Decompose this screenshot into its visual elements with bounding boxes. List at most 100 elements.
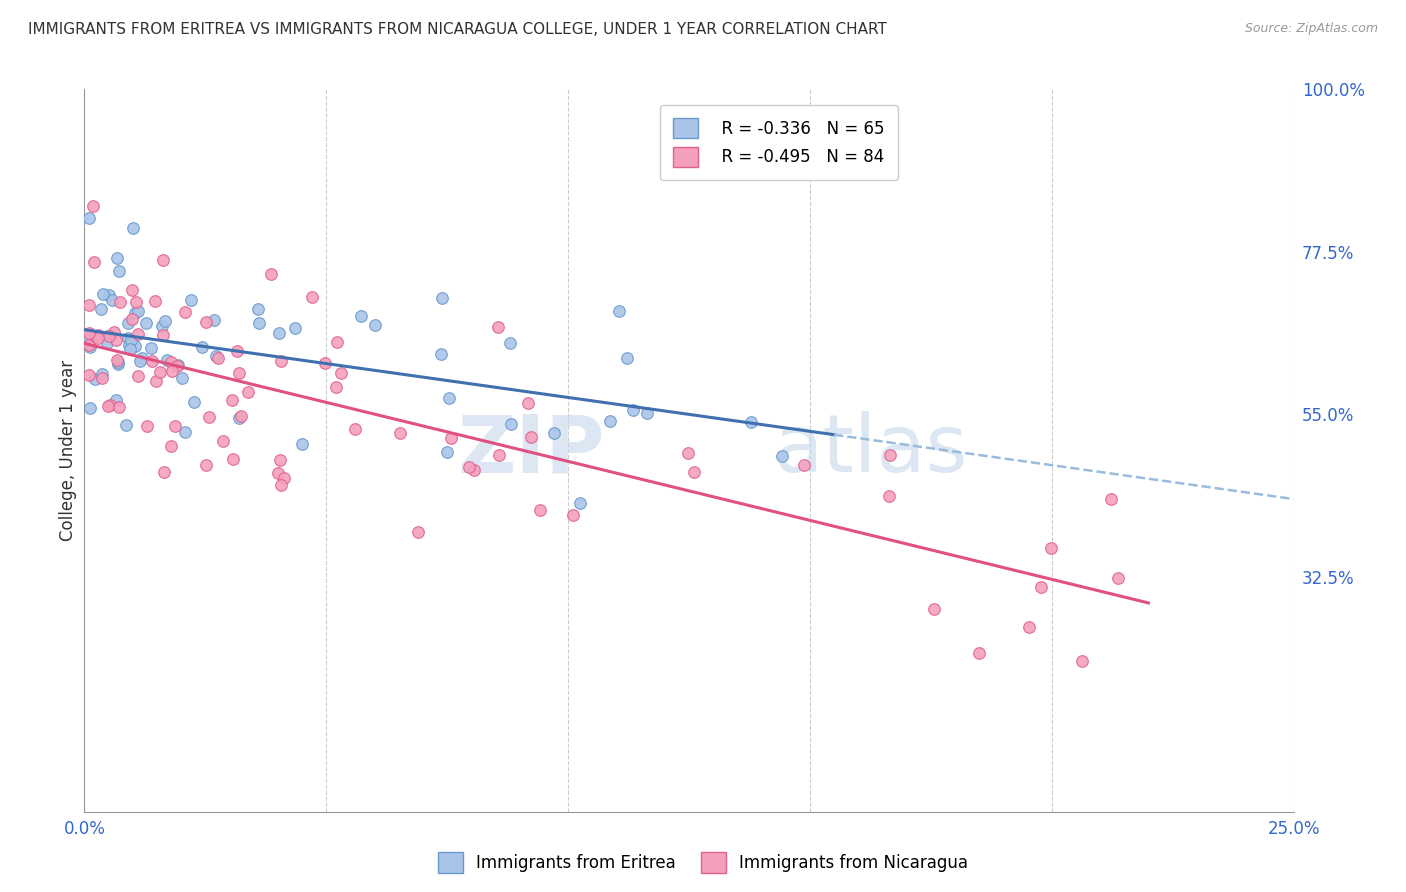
Point: [191, 340, 214, 354]
Point: [247, 301, 270, 316]
Point: [91, 370, 114, 384]
Point: [486, 319, 509, 334]
Point: [562, 508, 585, 523]
Point: [117, 331, 139, 345]
Point: [389, 426, 412, 441]
Point: [127, 369, 149, 384]
Legend:   R = -0.336   N = 65,   R = -0.495   N = 84: R = -0.336 N = 65, R = -0.495 N = 84: [659, 104, 898, 180]
Point: [121, 283, 143, 297]
Point: [621, 403, 644, 417]
Point: [568, 495, 591, 509]
Point: [105, 353, 128, 368]
Point: [1040, 541, 1063, 555]
Point: [129, 354, 152, 368]
Point: [127, 327, 149, 342]
Point: [152, 327, 174, 342]
Point: [273, 470, 295, 484]
Point: [120, 333, 142, 347]
Point: [212, 434, 235, 448]
Point: [118, 338, 141, 352]
Point: [325, 380, 347, 394]
Point: [108, 295, 131, 310]
Point: [922, 601, 945, 615]
Point: [195, 458, 218, 472]
Point: [636, 406, 658, 420]
Point: [108, 400, 131, 414]
Point: [79, 211, 101, 225]
Point: [131, 351, 153, 365]
Point: [79, 401, 101, 416]
Point: [96, 335, 118, 350]
Point: [350, 310, 373, 324]
Point: [115, 417, 138, 432]
Point: [440, 431, 463, 445]
Point: [616, 351, 638, 365]
Point: [436, 445, 458, 459]
Point: [329, 366, 352, 380]
Point: [599, 415, 621, 429]
Point: [83, 372, 105, 386]
Point: [676, 445, 699, 459]
Point: [105, 333, 128, 347]
Point: [429, 347, 451, 361]
Point: [152, 466, 174, 480]
Point: [439, 391, 461, 405]
Point: [120, 342, 142, 356]
Point: [82, 199, 104, 213]
Text: IMMIGRANTS FROM ERITREA VS IMMIGRANTS FROM NICARAGUA COLLEGE, UNDER 1 YEAR CORRE: IMMIGRANTS FROM ERITREA VS IMMIGRANTS FR…: [28, 22, 887, 37]
Point: [104, 393, 127, 408]
Point: [180, 293, 202, 307]
Point: [108, 263, 131, 277]
Point: [87, 331, 110, 345]
Point: [344, 422, 367, 436]
Point: [683, 465, 706, 479]
Point: [1107, 571, 1129, 585]
Point: [1070, 654, 1092, 668]
Point: [87, 328, 110, 343]
Point: [236, 385, 259, 400]
Point: [166, 359, 188, 373]
Point: [174, 425, 197, 440]
Point: [145, 375, 167, 389]
Point: [283, 320, 305, 334]
Point: [291, 437, 314, 451]
Point: [97, 399, 120, 413]
Point: [100, 398, 122, 412]
Point: [97, 329, 120, 343]
Point: [879, 448, 901, 462]
Y-axis label: College, Under 1 year: College, Under 1 year: [59, 359, 77, 541]
Point: [228, 366, 250, 380]
Point: [543, 425, 565, 440]
Point: [124, 339, 146, 353]
Point: [529, 503, 551, 517]
Point: [228, 410, 250, 425]
Point: [198, 409, 221, 424]
Point: [98, 288, 121, 302]
Point: [1018, 620, 1040, 634]
Point: [463, 462, 485, 476]
Point: [107, 357, 129, 371]
Point: [301, 290, 323, 304]
Point: [499, 335, 522, 350]
Point: [267, 326, 290, 341]
Point: [84, 329, 107, 343]
Point: [793, 458, 815, 473]
Point: [770, 449, 793, 463]
Point: [100, 293, 122, 307]
Point: [183, 395, 205, 409]
Point: [231, 409, 253, 423]
Point: [83, 255, 105, 269]
Point: [458, 459, 481, 474]
Point: [77, 326, 100, 340]
Point: [124, 306, 146, 320]
Point: [406, 525, 429, 540]
Point: [139, 341, 162, 355]
Point: [364, 318, 387, 332]
Point: [162, 364, 184, 378]
Point: [136, 419, 159, 434]
Point: [90, 301, 112, 316]
Point: [152, 253, 174, 268]
Point: [519, 430, 541, 444]
Text: Source: ZipAtlas.com: Source: ZipAtlas.com: [1244, 22, 1378, 36]
Point: [247, 316, 270, 330]
